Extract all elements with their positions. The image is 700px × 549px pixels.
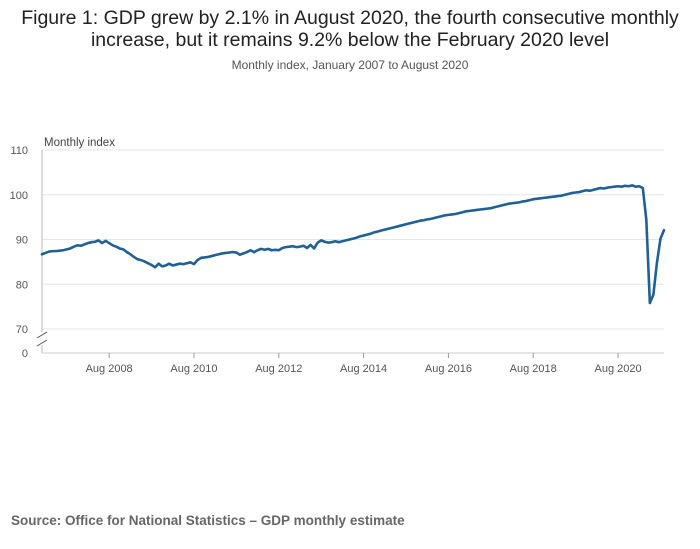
y-tick-label: 0 bbox=[22, 348, 28, 360]
y-tick-label: 100 bbox=[10, 190, 28, 202]
x-tick-label: Aug 2020 bbox=[595, 363, 642, 375]
chart-title: Figure 1: GDP grew by 2.1% in August 202… bbox=[21, 7, 679, 51]
chart-subtitle: Monthly index, January 2007 to August 20… bbox=[231, 58, 469, 72]
gridlines bbox=[42, 149, 664, 354]
x-tick-label: Aug 2010 bbox=[170, 363, 217, 375]
x-tick-label: Aug 2014 bbox=[340, 363, 387, 375]
x-tick-label: Aug 2016 bbox=[425, 363, 472, 375]
y-tick-label: 110 bbox=[10, 145, 28, 157]
y-axis-title: Monthly index bbox=[44, 137, 115, 149]
x-tick-label: Aug 2012 bbox=[255, 363, 302, 375]
x-tick-label: Aug 2018 bbox=[510, 363, 557, 375]
gdp-index-line bbox=[40, 184, 666, 305]
x-axis: Aug 2008 Aug 2010 Aug 2012 Aug 2014 Aug 2016… bbox=[86, 353, 642, 375]
source-note: Source: Office for National Statistics –… bbox=[11, 513, 405, 528]
y-axis: 0 70 80 90 100 110 Monthly index bbox=[10, 137, 116, 360]
y-tick-label: 90 bbox=[16, 235, 28, 247]
y-tick-label: 70 bbox=[16, 324, 28, 336]
y-tick-label: 80 bbox=[16, 279, 28, 291]
series-layer bbox=[40, 184, 666, 305]
axis-break-mark-upper bbox=[36, 331, 48, 339]
x-tick-label: Aug 2008 bbox=[86, 363, 133, 375]
axis-break-mark-lower bbox=[36, 339, 48, 347]
